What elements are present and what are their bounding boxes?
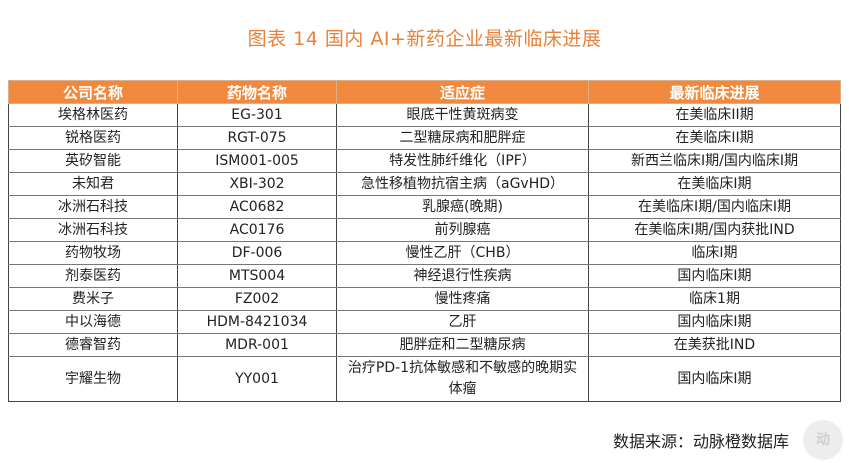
cell-progress: 新西兰临床I期/国内临床I期 — [588, 149, 841, 173]
cell-progress: 国内临床I期 — [588, 310, 841, 334]
cell-company: 德睿智药 — [8, 333, 178, 357]
table-row: 英矽智能 ISM001-005 特发性肺纤维化（IPF） 新西兰临床I期/国内临… — [8, 149, 841, 173]
cell-indication: 特发性肺纤维化（IPF） — [336, 149, 589, 173]
figure-title: 图表 14 国内 AI+新药企业最新临床进展 — [247, 28, 602, 50]
cell-drug: EG-301 — [177, 103, 337, 127]
cell-drug: DF-006 — [177, 241, 337, 265]
cell-company: 宇耀生物 — [8, 356, 178, 402]
cell-drug: AC0176 — [177, 218, 337, 242]
cell-drug: HDM-8421034 — [177, 310, 337, 334]
cell-progress: 在美临床I期 — [588, 172, 841, 196]
cell-indication: 二型糖尿病和肥胖症 — [336, 126, 589, 150]
clinical-progress-table: 公司名称 药物名称 适应症 最新临床进展 埃格林医药 EG-301 眼底干性黄斑… — [8, 80, 841, 402]
cell-indication: 乙肝 — [336, 310, 589, 334]
table-row: 锐格医药 RGT-075 二型糖尿病和肥胖症 在美临床II期 — [8, 126, 841, 150]
cell-indication: 急性移植物抗宿主病（aGvHD） — [336, 172, 589, 196]
cell-progress: 临床I期 — [588, 241, 841, 265]
table-header-row: 公司名称 药物名称 适应症 最新临床进展 — [8, 80, 841, 104]
cell-progress: 在美临床II期 — [588, 126, 841, 150]
cell-progress: 在美临床I期/国内临床I期 — [588, 195, 841, 219]
cell-company: 未知君 — [8, 172, 178, 196]
cell-indication: 慢性疼痛 — [336, 287, 589, 311]
cell-indication: 慢性乙肝（CHB） — [336, 241, 589, 265]
cell-progress: 国内临床I期 — [588, 264, 841, 288]
cell-drug: YY001 — [177, 356, 337, 402]
table-row: 宇耀生物 YY001 治疗PD-1抗体敏感和不敏感的晚期实体瘤 国内临床I期 — [8, 356, 841, 402]
table-row: 冰洲石科技 AC0176 前列腺癌 在美临床I期/国内获批IND — [8, 218, 841, 242]
header-drug: 药物名称 — [177, 80, 337, 104]
cell-indication: 肥胖症和二型糖尿病 — [336, 333, 589, 357]
table-row: 埃格林医药 EG-301 眼底干性黄斑病变 在美临床II期 — [8, 103, 841, 127]
cell-progress: 在美临床I期/国内获批IND — [588, 218, 841, 242]
table-row: 药物牧场 DF-006 慢性乙肝（CHB） 临床I期 — [8, 241, 841, 265]
cell-company: 英矽智能 — [8, 149, 178, 173]
table-row: 德睿智药 MDR-001 肥胖症和二型糖尿病 在美获批IND — [8, 333, 841, 357]
table-row: 费米子 FZ002 慢性疼痛 临床1期 — [8, 287, 841, 311]
table-row: 中以海德 HDM-8421034 乙肝 国内临床I期 — [8, 310, 841, 334]
cell-progress: 在美临床II期 — [588, 103, 841, 127]
cell-company: 锐格医药 — [8, 126, 178, 150]
cell-company: 剂泰医药 — [8, 264, 178, 288]
header-indication: 适应症 — [336, 80, 589, 104]
table-row: 未知君 XBI-302 急性移植物抗宿主病（aGvHD） 在美临床I期 — [8, 172, 841, 196]
watermark-logo: 动 — [803, 420, 843, 460]
header-progress: 最新临床进展 — [588, 80, 841, 104]
cell-drug: MTS004 — [177, 264, 337, 288]
cell-indication: 眼底干性黄斑病变 — [336, 103, 589, 127]
cell-drug: ISM001-005 — [177, 149, 337, 173]
cell-company: 药物牧场 — [8, 241, 178, 265]
cell-indication: 前列腺癌 — [336, 218, 589, 242]
cell-company: 冰洲石科技 — [8, 218, 178, 242]
cell-drug: RGT-075 — [177, 126, 337, 150]
cell-drug: AC0682 — [177, 195, 337, 219]
cell-indication: 乳腺癌(晚期) — [336, 195, 589, 219]
cell-company: 冰洲石科技 — [8, 195, 178, 219]
cell-company: 费米子 — [8, 287, 178, 311]
cell-progress: 临床1期 — [588, 287, 841, 311]
cell-company: 中以海德 — [8, 310, 178, 334]
cell-company: 埃格林医药 — [8, 103, 178, 127]
table-row: 冰洲石科技 AC0682 乳腺癌(晚期) 在美临床I期/国内临床I期 — [8, 195, 841, 219]
cell-drug: FZ002 — [177, 287, 337, 311]
cell-progress: 在美获批IND — [588, 333, 841, 357]
cell-progress: 国内临床I期 — [588, 356, 841, 402]
header-company: 公司名称 — [8, 80, 178, 104]
cell-drug: XBI-302 — [177, 172, 337, 196]
cell-indication: 治疗PD-1抗体敏感和不敏感的晚期实体瘤 — [336, 356, 589, 402]
cell-indication: 神经退行性疾病 — [336, 264, 589, 288]
watermark-glyph: 动 — [816, 432, 830, 448]
table-row: 剂泰医药 MTS004 神经退行性疾病 国内临床I期 — [8, 264, 841, 288]
cell-drug: MDR-001 — [177, 333, 337, 357]
data-source-note: 数据来源：动脉橙数据库 — [612, 432, 789, 451]
